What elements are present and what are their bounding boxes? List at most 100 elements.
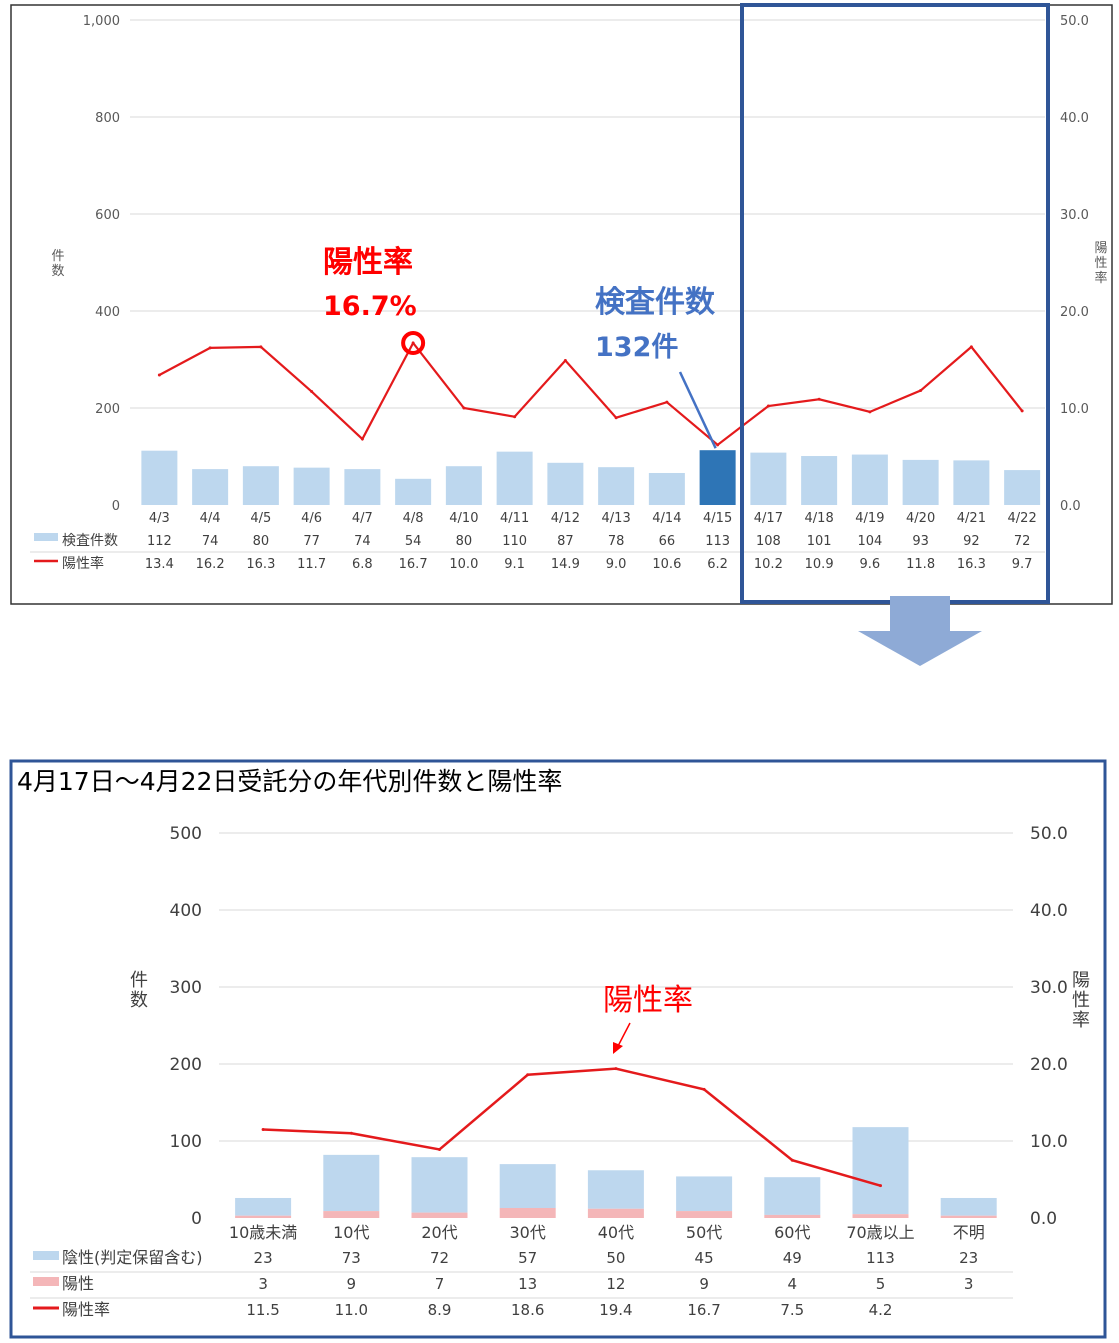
x-tick-label: 4/7	[352, 511, 373, 526]
table-rate-value: 9.7	[1012, 557, 1033, 572]
rate-point	[817, 397, 821, 401]
table-rate-value: 10.2	[754, 557, 783, 572]
y-tick-label: 1,000	[83, 14, 120, 29]
y-axis-label: 数	[130, 990, 148, 1011]
y-tick-label: 300	[170, 978, 202, 998]
table-rate-value: 11.7	[297, 557, 326, 572]
legend-bar-swatch	[34, 533, 58, 541]
bar-test-count	[648, 472, 685, 505]
y2-tick-label: 0.0	[1060, 499, 1081, 514]
table-rate-value: 18.6	[511, 1301, 544, 1319]
x-tick-label: 4/11	[500, 511, 529, 526]
bar-test-count	[598, 467, 635, 505]
x-tick-label: 40代	[598, 1223, 634, 1242]
bar-negative	[676, 1176, 733, 1212]
table-positive-value: 9	[347, 1275, 357, 1293]
table-negative-value: 73	[342, 1249, 361, 1267]
table-count-value: 72	[1014, 534, 1031, 549]
y-axis-label: 件	[51, 249, 64, 264]
bar-negative	[587, 1170, 644, 1209]
table-rate-value: 11.0	[335, 1301, 368, 1319]
x-tick-label: 70歳以上	[846, 1223, 914, 1242]
down-arrow	[858, 596, 982, 666]
bar-test-count	[141, 450, 178, 505]
y2-axis-label: 性	[1072, 990, 1090, 1011]
legend-line-label: 陽性率	[62, 1300, 110, 1319]
bar-test-count	[192, 469, 229, 505]
table-rate-value: 19.4	[599, 1301, 632, 1319]
legend-negative-swatch	[33, 1251, 59, 1260]
count-annotation-value: 132件	[595, 332, 678, 363]
bar-test-count	[547, 462, 584, 505]
rate-point	[261, 1127, 265, 1131]
rate-point	[513, 415, 517, 419]
x-tick-label: 60代	[774, 1223, 810, 1242]
table-count-value: 77	[303, 534, 320, 549]
y-tick-label: 100	[170, 1132, 202, 1152]
x-tick-label: 4/10	[449, 511, 478, 526]
bar-negative	[323, 1154, 380, 1212]
rate-point	[157, 373, 161, 377]
line-positive-rate	[263, 1067, 881, 1187]
rate-point	[259, 345, 263, 349]
x-tick-label: 50代	[686, 1223, 722, 1242]
table-count-value: 112	[147, 534, 172, 549]
rate-point	[716, 443, 720, 447]
y2-axis-label: 率	[1094, 270, 1107, 286]
rate-annotation-title: 陽性率	[603, 983, 693, 1018]
table-count-value: 74	[202, 534, 219, 549]
bar-test-count	[750, 452, 787, 505]
bar-test-count	[902, 459, 939, 505]
bar-positive	[587, 1208, 644, 1218]
y-tick-label: 800	[95, 111, 120, 126]
legend-line-label: 陽性率	[62, 555, 104, 572]
rate-point	[310, 390, 314, 394]
rate-point	[766, 404, 770, 408]
x-tick-label: 4/17	[754, 511, 783, 526]
x-tick-label: 4/20	[906, 511, 935, 526]
table-rate-value: 9.6	[860, 557, 881, 572]
bar-positive	[323, 1211, 380, 1218]
table-negative-value: 113	[866, 1249, 895, 1267]
table-negative-value: 23	[254, 1249, 273, 1267]
rate-point	[563, 358, 567, 362]
y2-tick-label: 20.0	[1060, 305, 1089, 320]
daily-test-chart: 0 200 400 600 800 1,000 0.0 10.0 20.0 30.0 40.0 50.…	[10, 3, 1113, 605]
table-negative-value: 72	[430, 1249, 449, 1267]
bar-test-count	[801, 456, 838, 505]
rate-point	[462, 406, 466, 410]
x-tick-label: 4/4	[200, 511, 221, 526]
chart-frame	[9, 759, 1107, 1339]
bar-test-count	[445, 466, 482, 505]
count-annotation-pointer	[678, 371, 717, 449]
bar-positive	[676, 1211, 733, 1218]
rate-point	[969, 345, 973, 349]
rate-point	[614, 1067, 618, 1071]
y2-tick-label: 50.0	[1030, 824, 1068, 844]
table-rate-value: 6.8	[352, 557, 373, 572]
bar-positive	[235, 1215, 292, 1218]
table-count-value: 74	[354, 534, 371, 549]
table-count-value: 78	[608, 534, 625, 549]
y-tick-label: 600	[95, 208, 120, 223]
x-tick-label: 10歳未満	[229, 1223, 297, 1242]
bar-test-count	[293, 467, 330, 505]
table-negative-value: 45	[695, 1249, 714, 1267]
table-rate-value: 9.0	[606, 557, 627, 572]
x-tick-label: 4/12	[551, 511, 580, 526]
chart-title: 4月17日～4月22日受託分の年代別件数と陽性率	[17, 767, 562, 796]
y-tick-label: 400	[95, 305, 120, 320]
table-rate-value: 13.4	[145, 557, 174, 572]
bar-negative	[499, 1164, 556, 1208]
table-rate-value: 10.9	[805, 557, 834, 572]
bar-negative	[411, 1157, 468, 1213]
x-tick-label: 30代	[510, 1223, 546, 1242]
rate-point	[868, 410, 872, 414]
legend-bar-label: 検査件数	[62, 533, 118, 549]
table-rate-value: 16.7	[687, 1301, 720, 1319]
y2-tick-label: 40.0	[1060, 111, 1089, 126]
table-positive-value: 4	[788, 1275, 798, 1293]
legend-positive-label: 陽性	[62, 1274, 94, 1293]
x-tick-label: 20代	[421, 1223, 457, 1242]
x-tick-label: 不明	[953, 1223, 985, 1242]
